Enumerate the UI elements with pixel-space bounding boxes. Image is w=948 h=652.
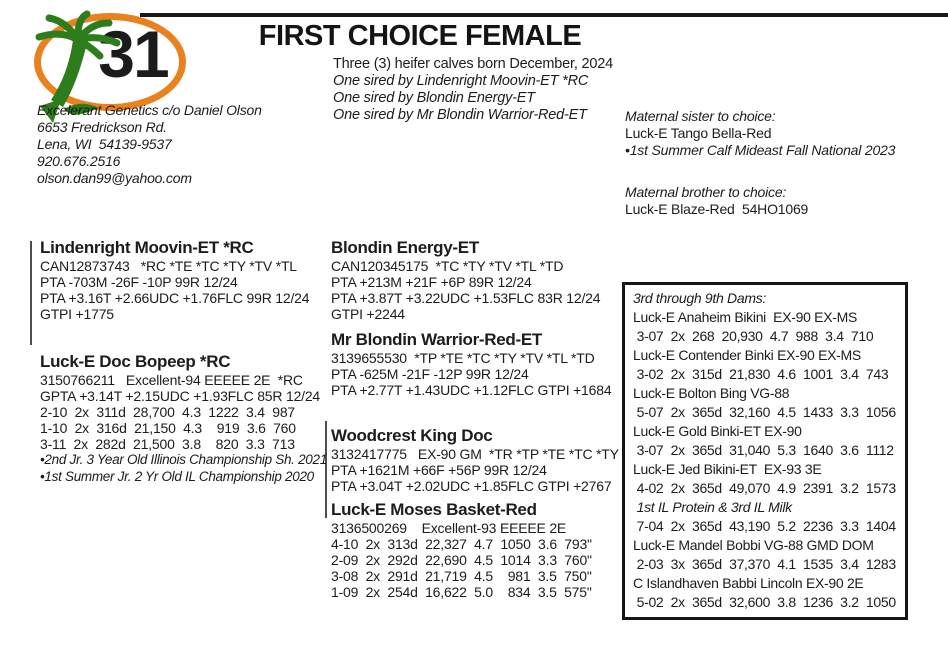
palm-tree-icon	[35, 10, 121, 123]
consignor-street: 6653 Fredrickson Rd.	[37, 119, 167, 135]
consignor-city: Lena, WI 54139-9537	[37, 136, 172, 152]
lot-summary: Three (3) heifer calves born December, 2…	[333, 56, 613, 72]
registration-line: 3136500269 Excellent-93 EEEEE 2E	[331, 520, 567, 536]
gtpi-line: GTPI +1775	[40, 306, 114, 322]
sire-block-warrior: Mr Blondin Warrior-Red-ET 3139655530 *TP…	[331, 330, 612, 398]
pta-line: PTA +3.16T +2.66UDC +1.76FLC 99R 12/24	[40, 290, 310, 306]
lactation-record: 1-10 2x 316d 21,150 4.3 919 3.6 760	[40, 420, 296, 436]
dam-block-basket: Luck-E Moses Basket-Red 3136500269 Excel…	[331, 500, 592, 600]
consignor-contact: Excelerant Genetics c/o Daniel Olson 665…	[37, 102, 262, 187]
pta-line: PTA -625M -21F -12P 99R 12/24	[331, 366, 529, 382]
registration-line: 3150766211 Excellent-94 EEEEE 2E *RC	[40, 372, 303, 388]
animal-name: Lindenright Moovin-ET *RC	[40, 238, 254, 257]
dam-name: Luck-E Bolton Bing VG-88	[633, 385, 790, 401]
pta-line: PTA +2.77T +1.43UDC +1.12FLC GTPI +1684	[331, 382, 612, 398]
lot-number: 31	[98, 17, 169, 91]
dam-name: C Islandhaven Babbi Lincoln EX-90 2E	[633, 575, 864, 591]
lactation-record: 3-08 2x 291d 21,719 4.5 981 3.5 750"	[331, 568, 592, 584]
lactation-record: 4-10 2x 313d 22,327 4.7 1050 3.6 793"	[331, 536, 592, 552]
sire-block-energy: Blondin Energy-ET CAN120345175 *TC *TY *…	[331, 238, 601, 322]
sire-block-moovin: Lindenright Moovin-ET *RC CAN12873743 *R…	[40, 238, 310, 322]
dam-name: Luck-E Jed Bikini-ET EX-93 3E	[633, 461, 822, 477]
sire-option-2: One sired by Blondin Energy-ET	[333, 90, 535, 106]
maternal-sister-heading: Maternal sister to choice:	[625, 108, 776, 124]
animal-name: Luck-E Moses Basket-Red	[331, 500, 537, 519]
dam-record: 3-02 2x 315d 21,830 4.6 1001 3.4 743	[633, 366, 889, 382]
consignor-email: olson.dan99@yahoo.com	[37, 170, 192, 186]
dam-name: Luck-E Gold Binki-ET EX-90	[633, 423, 802, 439]
registration-line: CAN12873743 *RC *TE *TC *TY *TV *TL	[40, 258, 297, 274]
dam-award-note: 1st IL Protein & 3rd IL Milk	[633, 499, 793, 515]
sire-option-3: One sired by Mr Blondin Warrior-Red-ET	[333, 107, 587, 123]
dam-record: 2-03 3x 365d 37,370 4.1 1535 3.4 1283	[633, 556, 897, 572]
pta-line: PTA +213M +21F +6P 89R 12/24	[331, 274, 532, 290]
show-award: •1st Summer Jr. 2 Yr Old IL Championship…	[40, 468, 314, 484]
sire-option-1: One sired by Lindenright Moovin-ET *RC	[333, 73, 589, 89]
consignor-phone: 920.676.2516	[37, 153, 121, 169]
dam-name: Luck-E Anaheim Bikini EX-90 EX-MS	[633, 309, 858, 325]
dam-record: 3-07 2x 268 20,930 4.7 988 3.4 710	[633, 328, 874, 344]
maternal-brother-block: Maternal brother to choice: Luck-E Blaze…	[625, 184, 808, 218]
pta-line: PTA +3.87T +3.22UDC +1.53FLC 83R 12/24	[331, 290, 601, 306]
show-award: •2nd Jr. 3 Year Old Illinois Championshi…	[40, 452, 327, 467]
registration-line: CAN120345175 *TC *TY *TV *TL *TD	[331, 258, 564, 274]
dam-record: 4-02 2x 365d 49,070 4.9 2391 3.2 1573	[633, 480, 897, 496]
lot-description: Three (3) heifer calves born December, 2…	[333, 56, 613, 124]
dam-record: 3-07 2x 365d 31,040 5.3 1640 3.6 1112	[633, 442, 894, 458]
animal-name: Woodcrest King Doc	[331, 426, 493, 445]
lactation-record: 1-09 2x 254d 16,622 5.0 834 3.5 575"	[331, 584, 592, 600]
pta-line: PTA +3.04T +2.02UDC +1.85FLC GTPI +2767	[331, 478, 612, 494]
dam-block-bopeep: Luck-E Doc Bopeep *RC 3150766211 Excelle…	[40, 352, 327, 485]
sire-block-king-doc: Woodcrest King Doc 3132417775 EX-90 GM *…	[331, 426, 619, 494]
page-title: FIRST CHOICE FEMALE	[258, 20, 582, 52]
registration-line: 3132417775 EX-90 GM *TR *TP *TE *TC *TY	[331, 446, 619, 462]
lactation-record: 2-09 2x 292d 22,690 4.5 1014 3.3 760"	[331, 552, 592, 568]
dams-box-heading: 3rd through 9th Dams:	[633, 290, 766, 306]
pta-line: PTA -703M -26F -10P 99R 12/24	[40, 274, 238, 290]
pedigree-connector-line-left	[30, 241, 32, 345]
logo-ellipse	[34, 13, 186, 111]
lot-logo: 31	[26, 4, 246, 124]
animal-name: Mr Blondin Warrior-Red-ET	[331, 330, 542, 349]
lactation-record: 2-10 2x 311d 28,700 4.3 1222 3.4 987	[40, 404, 296, 420]
dam-name: Luck-E Contender Binki EX-90 EX-MS	[633, 347, 861, 363]
dam-name: Luck-E Mandel Bobbi VG-88 GMD DOM	[633, 537, 874, 553]
header-rule	[140, 13, 948, 17]
gpta-line: GPTA +3.14T +2.15UDC +1.93FLC 85R 12/24	[40, 388, 321, 404]
animal-name: Luck-E Doc Bopeep *RC	[40, 352, 231, 371]
consignor-name: Excelerant Genetics c/o Daniel Olson	[37, 102, 262, 118]
animal-name: Blondin Energy-ET	[331, 238, 479, 257]
dam-record: 7-04 2x 365d 43,190 5.2 2236 3.3 1404	[633, 518, 897, 534]
maternal-brother-heading: Maternal brother to choice:	[625, 184, 787, 200]
dam-record: 5-02 2x 365d 32,600 3.8 1236 3.2 1050	[633, 594, 897, 610]
maternal-sister-name: Luck-E Tango Bella-Red	[625, 125, 772, 141]
extended-dams-box: 3rd through 9th Dams: Luck-E Anaheim Bik…	[622, 282, 908, 620]
maternal-brother-name: Luck-E Blaze-Red 54HO1069	[625, 201, 809, 217]
maternal-sister-award: •1st Summer Calf Mideast Fall National 2…	[625, 142, 896, 158]
pta-line: PTA +1621M +66F +56P 99R 12/24	[331, 462, 547, 478]
registration-line: 3139655530 *TP *TE *TC *TY *TV *TL *TD	[331, 350, 595, 366]
gtpi-line: GTPI +2244	[331, 306, 405, 322]
dam-record: 5-07 2x 365d 32,160 4.5 1433 3.3 1056	[633, 404, 897, 420]
pedigree-connector-line-middle	[325, 421, 327, 518]
maternal-sister-block: Maternal sister to choice: Luck-E Tango …	[625, 108, 895, 159]
lactation-record: 3-11 2x 282d 21,500 3.8 820 3.3 713	[40, 436, 295, 452]
